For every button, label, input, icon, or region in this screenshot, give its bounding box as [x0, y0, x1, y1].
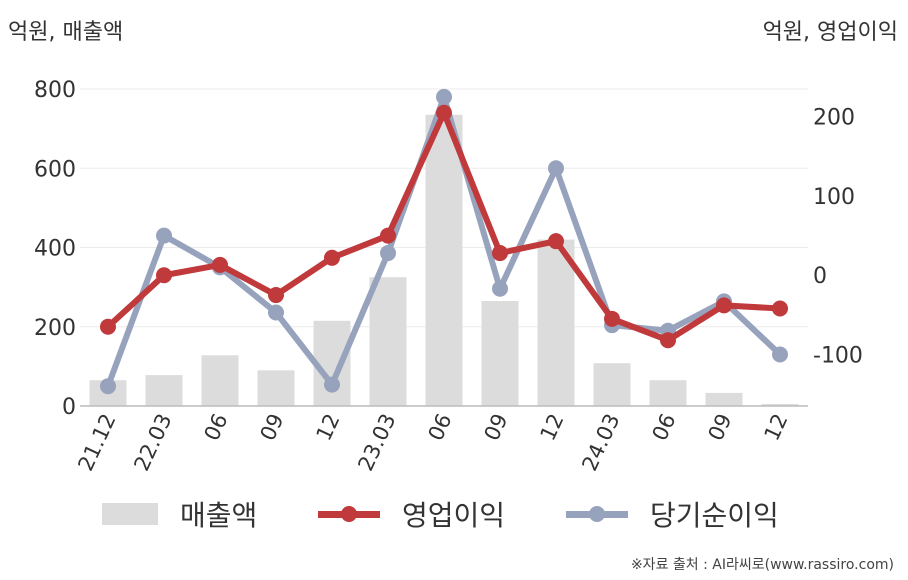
bar-revenue — [425, 114, 463, 406]
y-left-tick-label: 0 — [62, 395, 76, 420]
x-tick-label: 06 — [647, 410, 680, 444]
data-source-note: ※자료 출처 : AI라씨로(www.rassiro.com) — [630, 557, 894, 573]
left-axis-unit-label: 억원, 매출액 — [8, 20, 124, 45]
point-net-income — [436, 88, 452, 105]
point-operating-profit — [268, 287, 284, 304]
x-tick-label: 22.03 — [129, 410, 176, 475]
point-operating-profit — [156, 267, 172, 284]
x-tick-label: 09 — [255, 410, 288, 444]
point-operating-profit — [100, 318, 116, 335]
point-net-income — [492, 280, 508, 297]
x-tick-label: 09 — [479, 410, 512, 444]
legend-label-net-income: 당기순이익 — [650, 499, 779, 532]
x-tick-label: 06 — [199, 410, 232, 444]
y-right-tick-label: 0 — [813, 264, 827, 289]
legend-item-net-income: 당기순이익 — [566, 494, 779, 534]
bar-revenue — [481, 300, 519, 406]
y-right-tick-label: -100 — [813, 343, 863, 368]
point-net-income — [772, 346, 788, 363]
point-net-income — [268, 304, 284, 321]
bar-revenue — [257, 370, 295, 406]
point-operating-profit — [212, 256, 228, 273]
bar-revenue — [537, 239, 575, 406]
legend-label-revenue: 매출액 — [180, 499, 258, 532]
point-operating-profit — [548, 233, 564, 250]
point-net-income — [380, 245, 396, 262]
y-right-tick-label: 100 — [813, 185, 855, 210]
bar-revenue — [649, 380, 687, 406]
point-net-income — [324, 376, 340, 393]
bar-revenue — [145, 375, 183, 406]
y-left-tick-label: 200 — [34, 316, 76, 341]
bar-revenue — [761, 404, 799, 406]
point-operating-profit — [716, 297, 732, 314]
point-operating-profit — [436, 104, 452, 121]
y-left-tick-label: 600 — [34, 157, 76, 182]
x-tick-label: 24.03 — [577, 410, 624, 475]
x-tick-label: 06 — [423, 410, 456, 444]
legend-swatch-operating-profit — [318, 503, 380, 525]
point-net-income — [100, 378, 116, 395]
y-right-tick-label: 200 — [813, 106, 855, 131]
point-operating-profit — [324, 249, 340, 266]
legend-swatch-revenue — [102, 503, 158, 525]
combo-chart: 0 200 400 600 800 -100 0 100 200 21.12 22.03 06 09 12… — [34, 78, 863, 475]
point-net-income — [156, 227, 172, 244]
bar-revenue — [593, 363, 631, 406]
legend-swatch-net-income — [566, 503, 628, 525]
x-tick-label: 23.03 — [353, 410, 400, 475]
right-axis-unit-label: 억원, 영업이익 — [762, 20, 898, 45]
legend-item-revenue: 매출액 — [102, 494, 257, 534]
x-tick-label: 12 — [535, 410, 568, 444]
legend-item-operating-profit: 영업이익 — [318, 494, 505, 534]
point-operating-profit — [492, 245, 508, 262]
bar-revenue — [705, 392, 743, 406]
point-operating-profit — [380, 227, 396, 244]
point-operating-profit — [772, 300, 788, 317]
legend-label-operating-profit: 영업이익 — [402, 499, 506, 532]
point-operating-profit — [660, 332, 676, 349]
y-left-tick-label: 800 — [34, 78, 76, 103]
x-tick-label: 21.12 — [73, 410, 120, 475]
y-left-tick-label: 400 — [34, 237, 76, 262]
bar-revenue — [369, 277, 407, 406]
point-net-income — [548, 160, 564, 177]
point-operating-profit — [604, 310, 620, 327]
chart-legend: 매출액 영업이익 당기순이익 — [0, 494, 908, 534]
x-tick-label: 09 — [703, 410, 736, 444]
bar-revenue — [201, 355, 239, 406]
x-tick-label: 12 — [311, 410, 344, 444]
x-tick-label: 12 — [759, 410, 792, 444]
